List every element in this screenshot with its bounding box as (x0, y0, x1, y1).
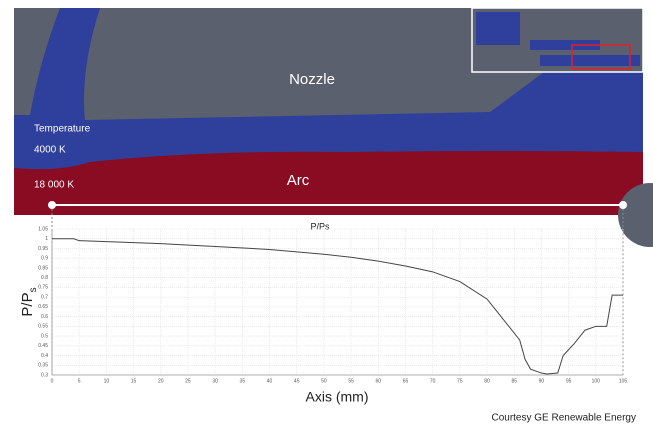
credit: Courtesy GE Renewable Energy (491, 413, 636, 424)
probe-start (48, 201, 56, 209)
inset-highlight (571, 44, 631, 70)
x-tick-label: 0 (51, 378, 54, 384)
x-tick-label: 5 (78, 378, 81, 384)
data-line (52, 238, 623, 375)
x-tick-label: 60 (376, 378, 382, 384)
x-tick-label: 95 (566, 378, 572, 384)
y-tick-label: 0.4 (41, 353, 48, 359)
y-tick-label: 0.6 (41, 314, 48, 320)
y-tick-label: 0.5 (41, 333, 48, 339)
x-tick-label: 35 (240, 378, 246, 384)
x-tick-label: 55 (348, 378, 354, 384)
x-tick-label: 85 (511, 378, 517, 384)
chart-title: P/Ps (310, 221, 330, 231)
y-tick-label: 0.55 (38, 324, 48, 330)
x-tick-label: 10 (104, 378, 110, 384)
x-tick-label: 65 (403, 378, 409, 384)
arc-region (14, 151, 643, 215)
y-tick-label: 0.7 (41, 294, 48, 300)
nozzle-label: Nozzle (289, 71, 335, 88)
y-tick-label: 0.45 (38, 343, 48, 349)
x-tick-label: 80 (484, 378, 490, 384)
y-tick-label: 0.3 (41, 372, 48, 378)
x-tick-label: 70 (430, 378, 436, 384)
y-tick-label: 0.35 (38, 363, 48, 369)
x-tick-label: 75 (457, 378, 463, 384)
y-tick-label: 0.85 (38, 265, 48, 271)
inset-shapes (476, 12, 640, 66)
temperature-label: Temperature (34, 124, 91, 135)
high-temp-label: 18 000 K (34, 180, 74, 191)
x-tick-label: 30 (212, 378, 218, 384)
y-tick-label: 0.9 (41, 256, 48, 262)
y-tick-label: 0.65 (38, 304, 48, 310)
y-axis-label-sub: s (28, 287, 39, 292)
x-tick-label: 45 (294, 378, 300, 384)
probe-end (619, 201, 627, 209)
x-tick-label: 90 (539, 378, 545, 384)
x-tick-label: 25 (185, 378, 191, 384)
electrode (618, 183, 653, 247)
x-tick-label: 50 (321, 378, 327, 384)
y-tick-label: 1.05 (38, 226, 48, 232)
x-tick-label: 15 (131, 378, 137, 384)
x-tick-label: 40 (267, 378, 273, 384)
left-wall (14, 8, 60, 115)
y-tick-label: 0.95 (38, 246, 48, 252)
x-tick-label: 20 (158, 378, 164, 384)
x-tick-label: 100 (592, 378, 601, 384)
arc-label: Arc (287, 172, 310, 189)
low-temp-label: 4000 K (34, 145, 66, 156)
chart: P/Ps Axis (mm) P/Ps Courtesy GE Renewabl… (19, 221, 636, 423)
y-tick-label: 1 (45, 236, 48, 242)
y-axis-label: P/Ps (19, 287, 39, 316)
y-axis-label-main: P/P (19, 292, 36, 316)
y-tick-label: 0.75 (38, 285, 48, 291)
y-tick-label: 0.8 (41, 275, 48, 281)
simulation-image: Nozzle Temperature 4000 K 18 000 K Arc (14, 7, 653, 375)
x-axis-label: Axis (mm) (306, 389, 369, 405)
x-tick-label: 105 (619, 378, 628, 384)
